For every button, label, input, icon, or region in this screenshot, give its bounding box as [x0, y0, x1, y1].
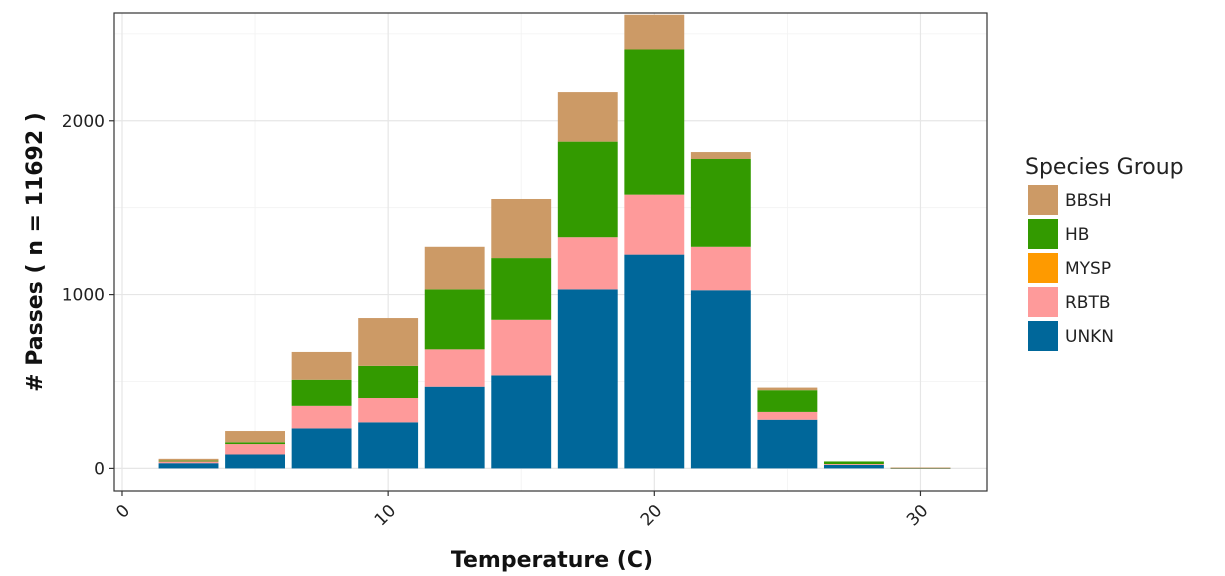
bar-segment-unkn: [158, 463, 219, 469]
bar-segment-bbsh: [424, 246, 485, 290]
bar-segment-bbsh: [358, 318, 419, 366]
bar-segment-rbtb: [557, 237, 618, 290]
bar-segment-rbtb: [291, 405, 352, 429]
y-tick-label: 2000: [62, 112, 105, 132]
bar-segment-bbsh: [757, 387, 818, 391]
legend-swatch-hb: [1028, 219, 1058, 249]
bar-segment-hb: [424, 289, 485, 350]
bar-segment-rbtb: [757, 411, 818, 420]
bar-segment-unkn: [823, 464, 884, 469]
legend-label-mysp: MYSP: [1065, 259, 1111, 279]
x-tick-label: 20: [637, 501, 666, 530]
bar-segment-rbtb: [424, 349, 485, 387]
bar-segment-unkn: [557, 289, 618, 469]
bar-segment-hb: [690, 159, 751, 247]
bar-segment-hb: [624, 49, 685, 195]
bar-segment-bbsh: [690, 152, 751, 160]
bar-segment-unkn: [757, 419, 818, 469]
bar-segment-bbsh: [624, 14, 685, 50]
bar-segment-unkn: [225, 454, 286, 469]
bar-segment-rbtb: [690, 246, 751, 291]
legend-label-hb: HB: [1065, 225, 1089, 245]
bar-segment-rbtb: [823, 464, 884, 465]
x-axis-title: Temperature (C): [451, 548, 653, 573]
bar-segment-hb: [823, 461, 884, 465]
bar-stacks: [158, 14, 951, 469]
bar-segment-hb: [158, 460, 219, 462]
legend-swatch-unkn: [1028, 321, 1058, 351]
bar-segment-rbtb: [158, 461, 219, 464]
bar-segment-unkn: [624, 254, 685, 469]
x-tick-label: 10: [371, 501, 400, 530]
bar-segment-hb: [491, 258, 552, 320]
legend-label-rbtb: RBTB: [1065, 293, 1111, 313]
y-axis-title: # Passes ( n = 11692 ): [23, 112, 48, 392]
legend-swatch-mysp: [1028, 253, 1058, 283]
bar-segment-bbsh: [491, 198, 552, 259]
bar-segment-unkn: [291, 428, 352, 469]
bar-segment-bbsh: [158, 458, 219, 461]
bar-segment-bbsh: [557, 92, 618, 142]
bar-segment-rbtb: [624, 194, 685, 255]
bar-segment-unkn: [690, 290, 751, 469]
bar-segment-bbsh: [225, 431, 286, 443]
bar-segment-hb: [291, 379, 352, 406]
bar-segment-hb: [358, 365, 419, 399]
bar-segment-unkn: [424, 386, 485, 469]
bar-segment-unkn: [491, 375, 552, 469]
legend-items: BBSH HB MYSP RBTB UNKN: [1028, 185, 1114, 351]
legend-swatch-bbsh: [1028, 185, 1058, 215]
bar-segment-bbsh: [291, 351, 352, 380]
y-tick-label: 0: [94, 459, 105, 479]
legend-swatch-rbtb: [1028, 287, 1058, 317]
x-tick-label: 0: [112, 501, 134, 523]
bar-segment-rbtb: [358, 398, 419, 423]
bar-segment-hb: [225, 442, 286, 445]
bar-segment-hb: [757, 390, 818, 412]
x-tick-label: 30: [903, 501, 932, 530]
legend: Species Group BBSH HB MYSP RBTB UNKN: [1025, 155, 1184, 351]
legend-title: Species Group: [1025, 155, 1184, 180]
y-tick-label: 1000: [62, 286, 105, 306]
legend-label-bbsh: BBSH: [1065, 191, 1112, 211]
legend-label-unkn: UNKN: [1065, 327, 1114, 347]
bar-segment-rbtb: [491, 319, 552, 376]
bar-segment-bbsh: [890, 467, 951, 469]
bar-segment-hb: [557, 141, 618, 238]
plot-panel-border: [113, 12, 988, 492]
bar-segment-unkn: [358, 422, 419, 469]
bar-segment-rbtb: [225, 444, 286, 455]
